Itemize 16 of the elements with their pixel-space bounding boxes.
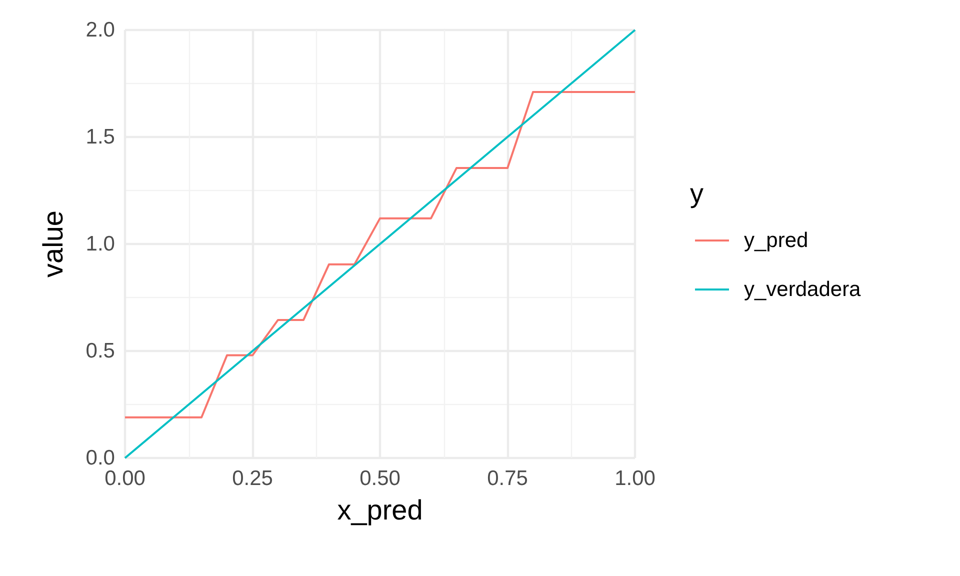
x-axis-title: x_pred: [337, 494, 423, 526]
line-series: [124, 91, 636, 418]
x-tick-label: 1.00: [614, 467, 656, 490]
legend-title: y: [690, 178, 704, 208]
y-tick-label: 1.5: [86, 126, 115, 148]
x-tick-label: 0.00: [104, 467, 146, 490]
x-tick-label: 0.75: [487, 467, 528, 490]
y-tick-label: 1.0: [86, 232, 115, 256]
y-axis-title: value: [38, 210, 68, 278]
legend-label: y_verdadera: [744, 278, 862, 301]
y-tick-label: 0.0: [86, 446, 115, 470]
legend-label: y_pred: [744, 229, 808, 252]
x-tick-label: 0.50: [360, 467, 400, 490]
y-tick-label: 0.5: [86, 340, 115, 362]
y-tick-label: 2.0: [86, 18, 115, 42]
x-tick-label: 0.25: [232, 467, 273, 490]
